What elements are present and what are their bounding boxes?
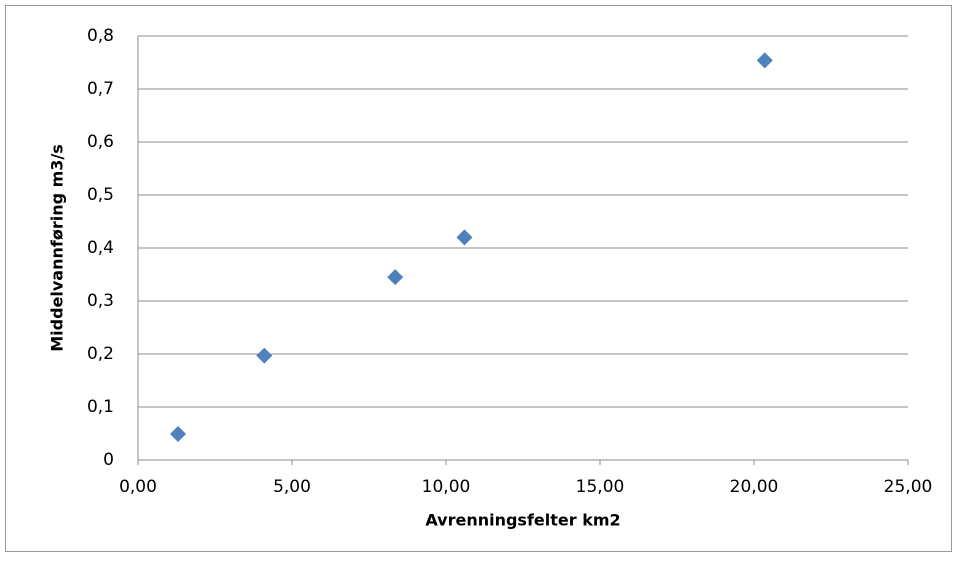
data-point — [387, 269, 404, 286]
chart-border — [5, 5, 952, 552]
x-axis-title: Avrenningsfelter km2 — [425, 511, 620, 530]
data-point — [456, 229, 473, 246]
y-tick-label: 0,2 — [87, 344, 114, 364]
x-tick-label: 15,00 — [576, 477, 625, 497]
y-tick-label: 0,6 — [87, 132, 114, 152]
y-axis-title: Middelvannføring m3/s — [48, 144, 67, 352]
data-point — [170, 426, 187, 443]
x-tick-label: 5,00 — [273, 477, 311, 497]
y-tick-label: 0,5 — [87, 185, 114, 205]
y-tick-label: 0,7 — [87, 79, 114, 99]
x-tick-label: 10,00 — [422, 477, 471, 497]
x-tick-label: 20,00 — [730, 477, 779, 497]
y-tick-label: 0,1 — [87, 397, 114, 417]
y-tick-label: 0,8 — [87, 26, 114, 46]
y-tick-label: 0 — [103, 450, 114, 470]
x-tick-label: 0,00 — [119, 477, 157, 497]
data-point — [256, 347, 273, 364]
y-tick-label: 0,3 — [87, 291, 114, 311]
data-point — [756, 52, 773, 69]
x-tick-label: 25,00 — [884, 477, 933, 497]
y-tick-label: 0,4 — [87, 238, 114, 258]
